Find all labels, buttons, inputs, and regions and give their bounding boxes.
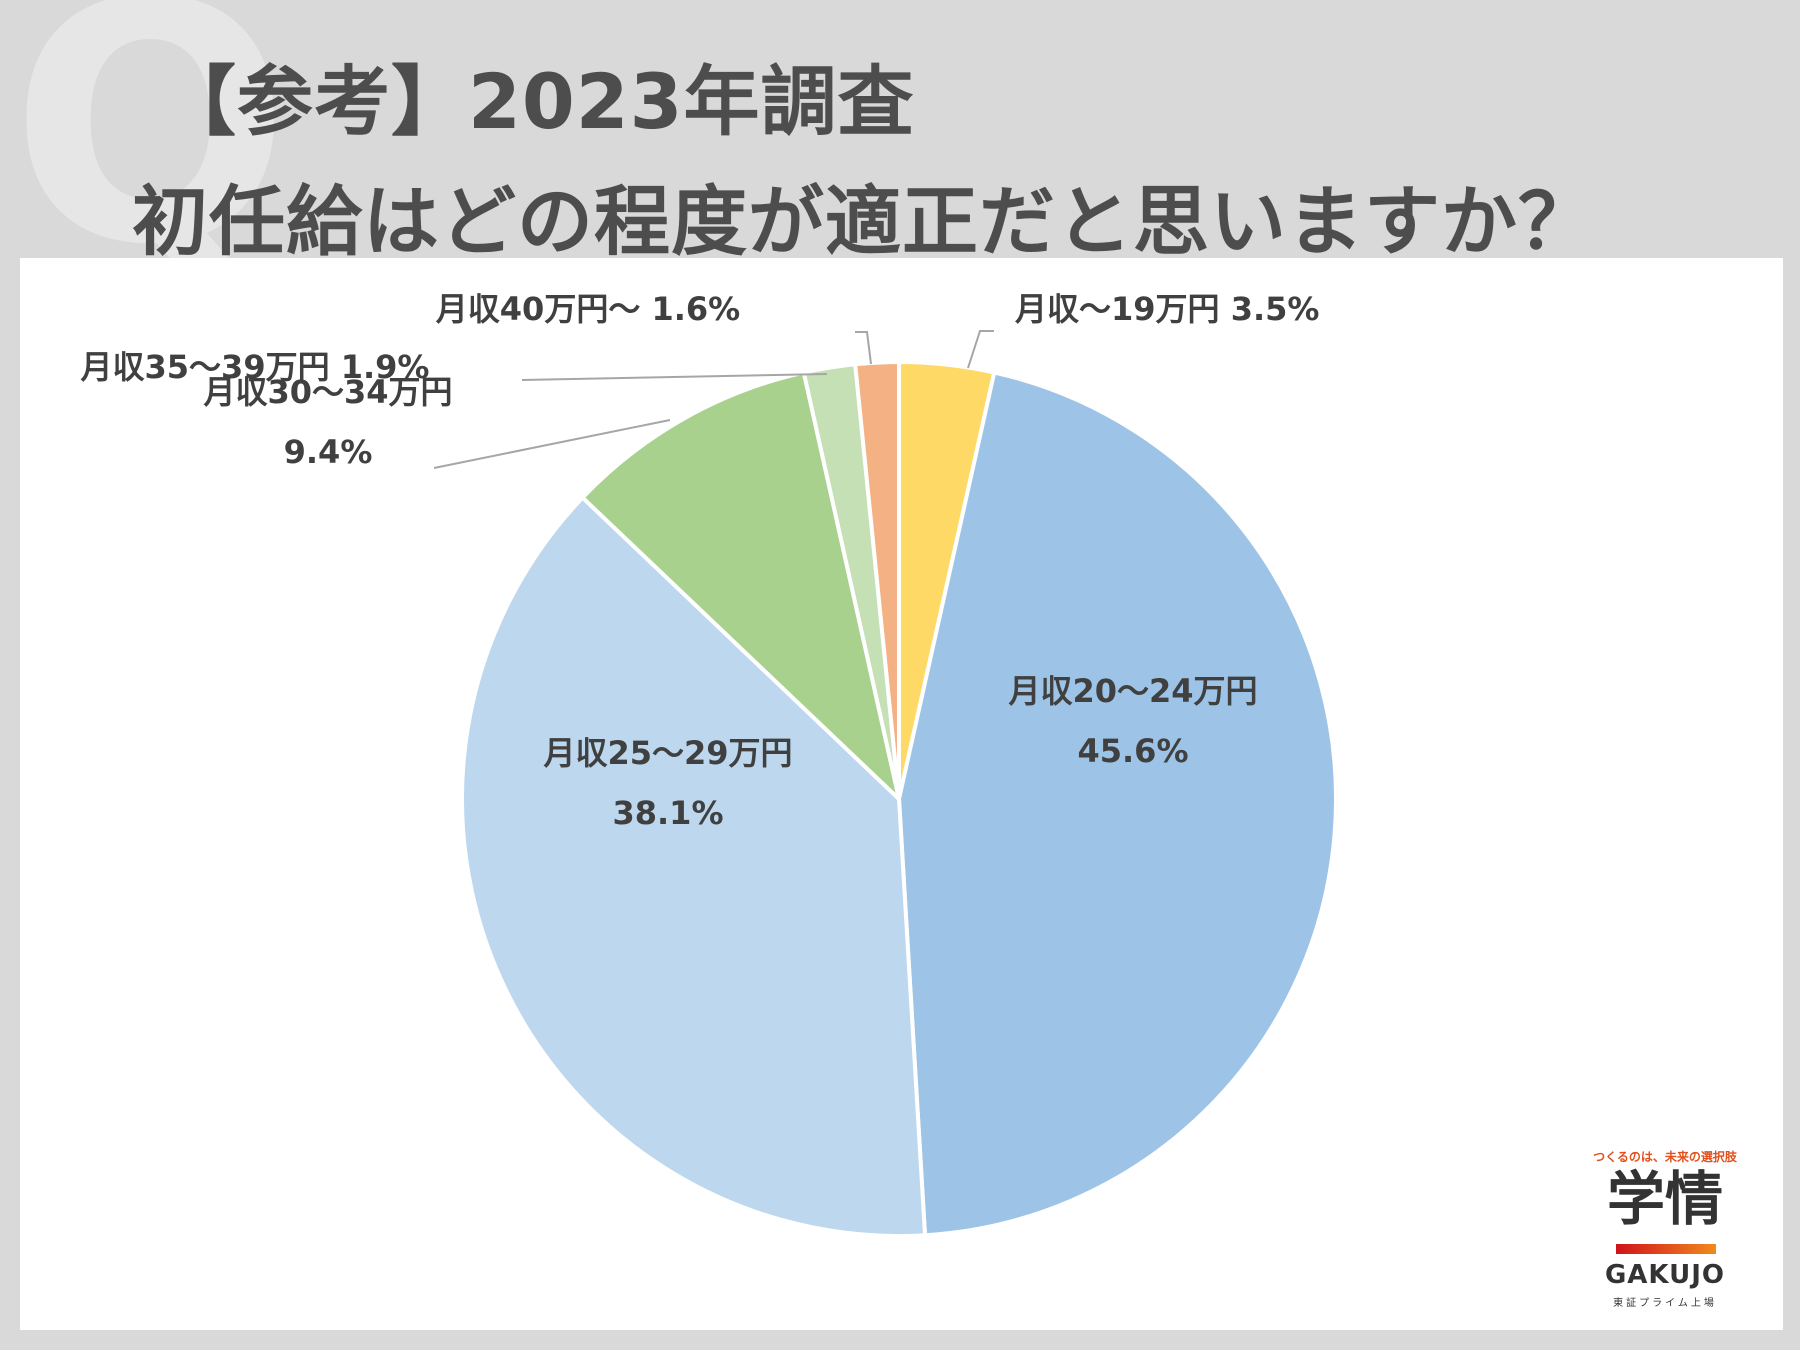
slice-label: 月収40万円～ 1.6%: [436, 290, 740, 328]
slice-label-name: 月収40万円～: [436, 290, 652, 328]
pie-slice: [897, 370, 1339, 1238]
slice-label: 月収35～39万円 1.9%: [81, 348, 430, 386]
slice-value-label: 9.4%: [284, 433, 373, 471]
slice-value-label: 38.1%: [612, 794, 723, 832]
slice-label-name: 月収35～39万円: [81, 348, 341, 386]
logo-kanji: 学情: [1606, 1165, 1723, 1233]
pie-slice: [853, 360, 901, 801]
slice-label-name: 月収～19万円: [1015, 290, 1231, 328]
leader-line: [521, 373, 828, 381]
leader-line: [855, 331, 872, 365]
page-title-line-2: 初任給はどの程度が適正だと思いますか？: [132, 177, 1595, 266]
slice-label: 月収～19万円 3.5%: [1015, 290, 1319, 328]
slice-value-label: 3.5%: [1231, 290, 1320, 328]
logo-tagline: つくるのは、未来の選択肢: [1593, 1150, 1737, 1164]
logo-market: 東証プライム上場: [1613, 1298, 1717, 1309]
slice-value-label: 45.6%: [1077, 732, 1188, 770]
slice-label: 月収25～29万円: [543, 734, 792, 772]
slice-label: 月収20～24万円: [1008, 672, 1257, 710]
q-watermark: Q: [10, 0, 291, 317]
pie-chart: 月収～19万円 3.5% 月収20～24万円 45.6% 月収25～29万円 38.1%…: [81, 290, 1339, 1238]
logo-brand: GAKUJO: [1604, 1260, 1726, 1290]
page-title-line-1: 【参考】2023年調査: [160, 57, 915, 146]
slice-value-label: 1.6%: [651, 290, 740, 328]
slice-label: 月収30～34万円: [203, 373, 452, 411]
logo-bar: [1616, 1244, 1716, 1254]
pie-slice: [580, 370, 901, 801]
pie-slice: [460, 495, 928, 1238]
slice-value-label: 1.9%: [341, 348, 430, 386]
leader-line: [433, 419, 671, 469]
gakujo-logo: つくるのは、未来の選択肢 学情 GAKUJO 東証プライム上場: [1590, 1148, 1740, 1309]
leader-line: [967, 330, 994, 369]
chart-panel: 月収～19万円 3.5% 月収20～24万円 45.6% 月収25～29万円 38.1%…: [20, 258, 1783, 1330]
